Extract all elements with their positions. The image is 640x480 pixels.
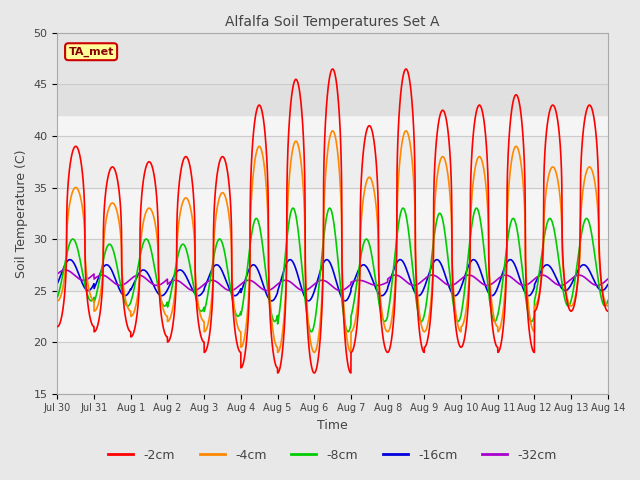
Bar — [58, 239, 608, 290]
Y-axis label: Soil Temperature (C): Soil Temperature (C) — [15, 149, 28, 277]
Legend: -2cm, -4cm, -8cm, -16cm, -32cm: -2cm, -4cm, -8cm, -16cm, -32cm — [104, 444, 562, 467]
Bar — [58, 136, 608, 188]
X-axis label: Time: Time — [317, 419, 348, 432]
Text: TA_met: TA_met — [68, 47, 114, 57]
Bar — [58, 33, 608, 84]
Bar — [58, 33, 608, 115]
Title: Alfalfa Soil Temperatures Set A: Alfalfa Soil Temperatures Set A — [225, 15, 440, 29]
Bar — [58, 342, 608, 394]
